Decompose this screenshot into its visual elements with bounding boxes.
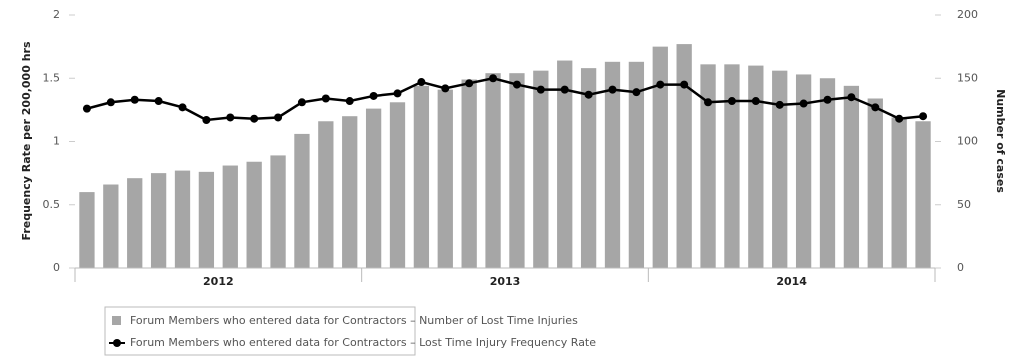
y-tick-label: 2: [53, 8, 60, 21]
line-point: [178, 103, 187, 112]
bar: [795, 74, 812, 268]
line-point: [727, 97, 736, 106]
line-point: [775, 100, 784, 109]
bar: [103, 184, 119, 268]
legend-marker: [113, 339, 121, 347]
bar: [557, 60, 573, 268]
bar: [127, 178, 143, 268]
y-tick-label: 0.5: [43, 198, 61, 211]
line-point: [393, 89, 402, 98]
line-point: [751, 97, 760, 106]
bar: [652, 46, 668, 268]
legend-label: Forum Members who entered data for Contr…: [130, 336, 596, 349]
bar: [819, 78, 836, 268]
line-point: [345, 97, 354, 106]
line-point: [584, 90, 593, 99]
line-point: [417, 78, 426, 87]
line-point: [847, 93, 856, 102]
bar: [628, 61, 645, 269]
bar: [604, 61, 621, 269]
line-point: [799, 99, 808, 108]
y-tick-label: 1.5: [43, 71, 61, 84]
line-point: [202, 115, 211, 124]
bar: [246, 161, 262, 268]
bar: [294, 133, 310, 268]
bar: [724, 64, 740, 269]
line-point: [441, 84, 450, 93]
y-tick-label: 0: [53, 261, 60, 274]
bar: [580, 68, 597, 268]
bar: [222, 165, 238, 268]
line-point: [82, 104, 91, 113]
bar: [365, 108, 382, 268]
bar: [342, 116, 358, 268]
line-point: [369, 91, 378, 100]
y2-tick-label: 200: [957, 8, 978, 21]
line-point: [489, 74, 498, 83]
bar: [389, 102, 406, 268]
bar: [509, 73, 525, 268]
y2-tick-label: 150: [957, 71, 978, 84]
line-point: [250, 114, 259, 123]
line-point: [632, 88, 641, 97]
line-point: [871, 103, 880, 112]
line-point: [226, 113, 235, 122]
bar: [485, 73, 501, 268]
line-point: [656, 80, 665, 89]
line-point: [560, 85, 569, 94]
line-point: [274, 113, 283, 122]
y2-tick-label: 0: [957, 261, 964, 274]
bar: [461, 79, 477, 268]
line-point: [297, 98, 306, 107]
line-point: [536, 85, 545, 94]
bar: [843, 85, 860, 268]
bar: [318, 121, 334, 268]
bar: [150, 173, 167, 268]
line-point: [130, 95, 139, 104]
line-point: [154, 97, 163, 106]
bar: [270, 155, 286, 268]
bar: [79, 192, 95, 268]
line-point: [465, 79, 474, 88]
line-point: [680, 80, 689, 89]
legend-label: Forum Members who entered data for Contr…: [130, 314, 578, 327]
line-point: [608, 85, 617, 94]
line-point: [321, 94, 330, 103]
legend-box: [104, 306, 416, 356]
line-point: [704, 98, 713, 107]
y-axis-title: Frequency Rate per 200,000 hrs: [20, 41, 33, 240]
y-tick-label: 1: [53, 135, 60, 148]
bar: [413, 85, 430, 268]
bar: [891, 117, 907, 268]
bar: [676, 44, 692, 268]
bar: [915, 121, 931, 268]
x-group-label: 2014: [776, 275, 807, 288]
bar: [748, 65, 764, 268]
line-point: [895, 114, 904, 123]
y2-tick-label: 50: [957, 198, 971, 211]
bar: [772, 70, 788, 268]
line-point: [919, 112, 928, 121]
bar: [174, 170, 191, 268]
x-group-label: 2012: [203, 275, 234, 288]
line-point: [106, 98, 115, 107]
bar: [533, 70, 549, 268]
y2-axis-title: Number of cases: [994, 89, 1007, 193]
bar: [700, 64, 716, 269]
bar: [867, 98, 883, 269]
line-point: [512, 80, 521, 89]
line-point: [823, 95, 832, 104]
bar: [437, 89, 453, 268]
legend-swatch: [112, 316, 121, 325]
x-group-label: 2013: [490, 275, 521, 288]
y2-tick-label: 100: [957, 135, 978, 148]
bar: [198, 171, 215, 268]
